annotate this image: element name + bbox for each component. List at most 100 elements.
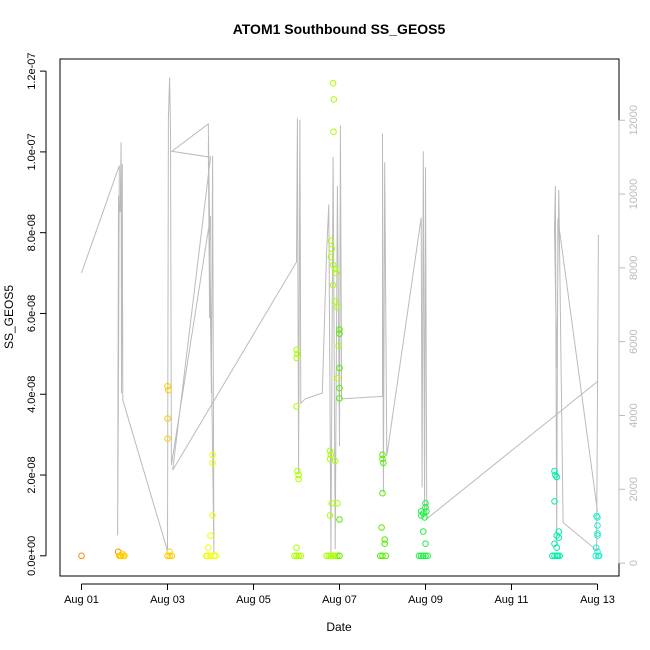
- data-point: [297, 552, 305, 560]
- data-point: [594, 522, 601, 529]
- data-point: [204, 552, 211, 560]
- data-point: [381, 540, 389, 548]
- data-point: [327, 451, 335, 459]
- data-point: [117, 552, 125, 560]
- x-axis-label: Date: [326, 620, 352, 634]
- y2-tick-label: 12000: [628, 105, 640, 136]
- y-tick-label: 4.0e-08: [26, 376, 38, 413]
- data-point: [329, 552, 337, 560]
- data-point: [209, 459, 216, 467]
- data-point: [331, 457, 339, 465]
- data-point: [421, 514, 428, 521]
- data-point: [379, 552, 386, 560]
- data-point: [78, 552, 85, 560]
- data-point: [209, 451, 216, 459]
- x-tick-label: Aug 01: [64, 594, 99, 606]
- data-point: [336, 326, 343, 333]
- data-point: [326, 512, 334, 519]
- data-point: [422, 552, 429, 560]
- data-point: [293, 354, 300, 362]
- x-tick-label: Aug 11: [494, 594, 528, 606]
- data-point: [551, 498, 558, 505]
- data-point: [422, 504, 429, 511]
- data-point: [336, 330, 343, 338]
- data-point: [335, 342, 342, 350]
- chart-title: ATOM1 Southbound SS_GEOS5: [233, 21, 446, 37]
- data-point: [207, 532, 214, 539]
- data-point: [165, 386, 172, 394]
- data-point: [336, 516, 343, 523]
- data-point: [295, 471, 302, 479]
- data-point: [328, 500, 336, 507]
- data-point: [164, 382, 171, 390]
- y-tick-label: 8.0e-08: [26, 214, 38, 251]
- y-tick-label: 6.0e-08: [26, 295, 38, 332]
- x-tick-label: Aug 03: [150, 594, 185, 606]
- data-point: [330, 96, 338, 103]
- data-point: [420, 552, 427, 560]
- data-point: [593, 512, 600, 520]
- data-point: [379, 455, 386, 463]
- data-point: [119, 552, 127, 560]
- y2-tick-label: 0: [628, 560, 640, 566]
- data-point: [293, 346, 300, 354]
- data-point: [331, 298, 339, 305]
- data-point: [592, 544, 600, 552]
- data-point: [331, 265, 339, 273]
- data-point: [551, 467, 558, 475]
- data-point: [325, 552, 333, 560]
- data-point: [295, 475, 302, 483]
- data-point: [379, 451, 386, 459]
- data-point: [209, 512, 216, 519]
- data-point: [293, 544, 300, 552]
- x-tick-label: Aug 13: [580, 594, 615, 606]
- data-point: [294, 467, 301, 475]
- data-point: [212, 552, 219, 560]
- data-point: [291, 552, 298, 560]
- data-point: [327, 253, 335, 261]
- data-point: [334, 304, 341, 311]
- data-point: [168, 552, 176, 560]
- data-point: [329, 281, 337, 289]
- data-point: [594, 530, 601, 537]
- data-point: [381, 536, 389, 543]
- data-point: [327, 237, 335, 245]
- data-point: [334, 552, 341, 560]
- y-tick-label: 1.2e-07: [26, 52, 38, 89]
- data-point: [164, 552, 171, 560]
- y2-tick-label: 6000: [628, 329, 640, 353]
- data-point: [382, 552, 390, 560]
- data-point: [415, 552, 423, 560]
- y-tick-label: 2.0e-08: [26, 456, 38, 493]
- data-point: [424, 552, 432, 560]
- data-point: [592, 552, 600, 560]
- data-point: [332, 269, 340, 277]
- data-point: [422, 540, 429, 548]
- data-point: [205, 544, 212, 552]
- data-point: [293, 403, 300, 410]
- data-point: [553, 473, 561, 481]
- data-point: [555, 534, 563, 541]
- data-point: [323, 552, 330, 560]
- axes-layer: Aug 01 Aug 03 Aug 05 Aug 07 Aug 09 Aug 11 Aug …: [26, 52, 640, 606]
- y2-tick-label: 4000: [628, 403, 640, 427]
- x-tick-label: Aug 09: [408, 594, 443, 606]
- y-tick-label: 1.0e-07: [26, 133, 38, 170]
- data-point: [164, 435, 171, 443]
- data-point: [380, 459, 387, 467]
- data-point: [556, 552, 564, 560]
- y2-tick-label: 2000: [628, 477, 640, 501]
- data-point: [334, 500, 341, 507]
- data-point: [594, 532, 601, 539]
- y2-tick-label: 10000: [628, 179, 640, 210]
- data-point: [331, 552, 339, 560]
- data-point: [330, 128, 337, 135]
- data-point: [116, 552, 123, 560]
- data-point: [293, 552, 300, 560]
- data-point: [417, 552, 425, 560]
- data-point: [336, 384, 343, 392]
- data-point: [378, 524, 385, 531]
- data-point: [326, 447, 334, 455]
- data-point: [422, 500, 429, 507]
